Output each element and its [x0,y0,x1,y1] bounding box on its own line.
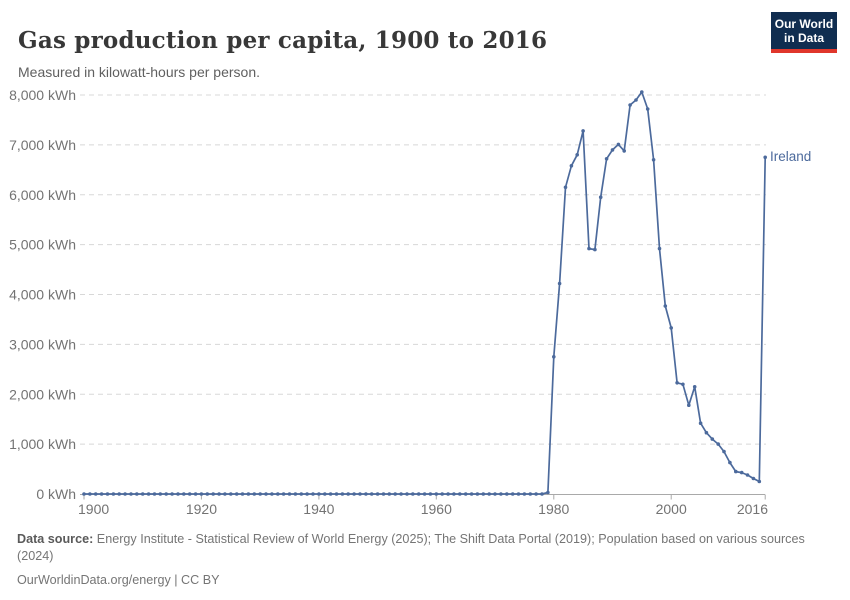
svg-text:1980: 1980 [538,501,569,517]
svg-text:1920: 1920 [186,501,217,517]
svg-text:2016: 2016 [737,501,768,517]
svg-text:2000: 2000 [656,501,687,517]
svg-text:2,000 kWh: 2,000 kWh [9,386,76,402]
owid-logo-line1: Our World [774,17,834,31]
owid-logo[interactable]: Our World in Data [771,12,837,53]
citation-license: OurWorldinData.org/energy | CC BY [17,572,220,587]
svg-text:5,000 kWh: 5,000 kWh [9,237,76,253]
svg-text:1960: 1960 [421,501,452,517]
chart-title: Gas production per capita, 1900 to 2016 [18,27,548,55]
svg-text:0 kWh: 0 kWh [36,486,76,502]
svg-text:6,000 kWh: 6,000 kWh [9,187,76,203]
owid-logo-line2: in Data [783,31,824,45]
svg-text:1900: 1900 [78,501,109,517]
svg-text:3,000 kWh: 3,000 kWh [9,336,76,352]
series-end-label[interactable]: Ireland [770,149,812,164]
svg-text:4,000 kWh: 4,000 kWh [9,287,76,303]
svg-text:1940: 1940 [303,501,334,517]
data-source-line: Data source: Energy Institute - Statisti… [17,531,812,566]
data-source-label: Data source: [17,532,94,546]
svg-text:7,000 kWh: 7,000 kWh [9,137,76,153]
chart-subtitle: Measured in kilowatt-hours per person. [18,64,261,80]
svg-text:1,000 kWh: 1,000 kWh [9,436,76,452]
chart-footer: Data source: Energy Institute - Statisti… [17,531,812,589]
svg-text:8,000 kWh: 8,000 kWh [9,87,76,103]
data-source-text: Energy Institute - Statistical Review of… [17,532,805,564]
